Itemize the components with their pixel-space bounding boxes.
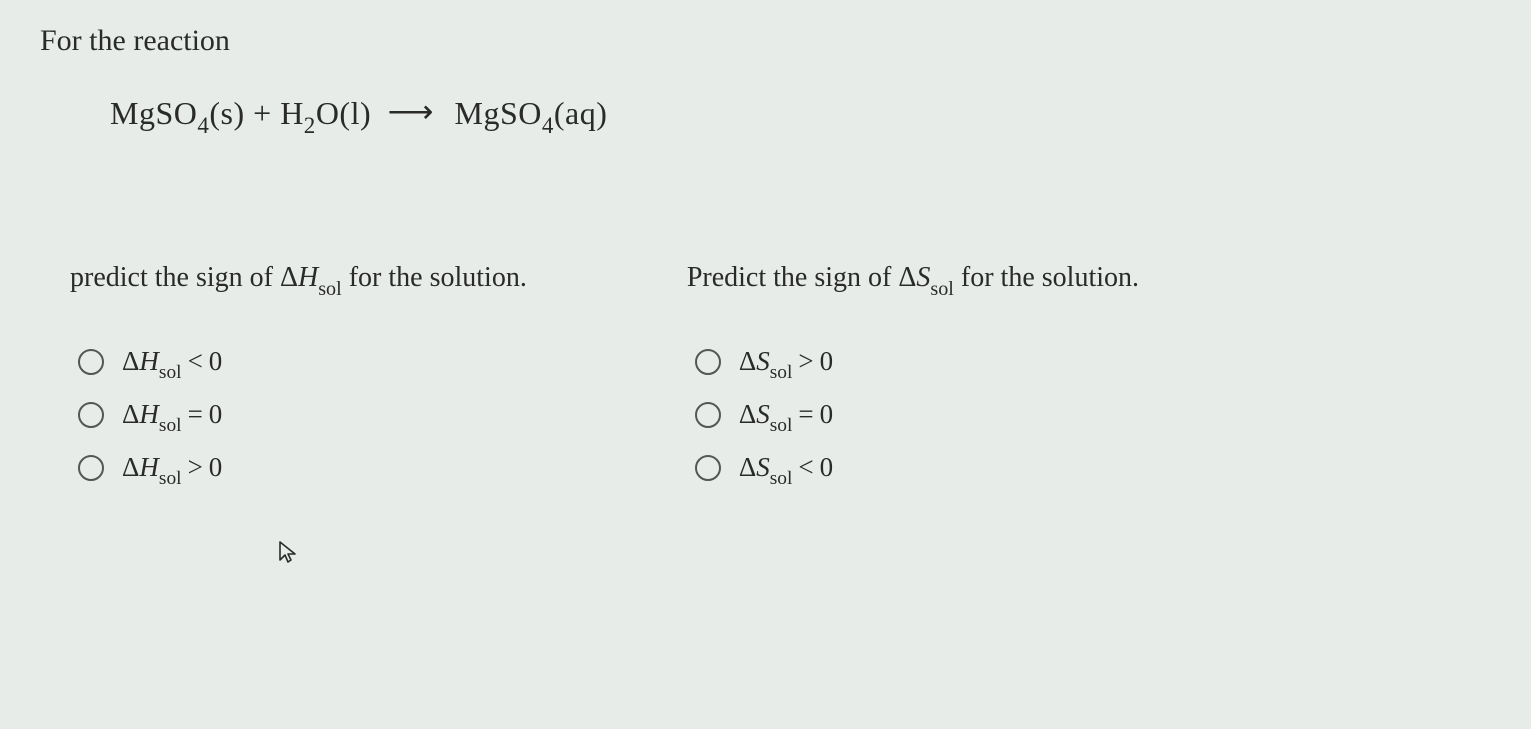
intro-text: For the reaction [40,24,1491,58]
options-enthalpy: ΔHsol<0 ΔHsol=0 ΔHsol>0 [78,346,527,483]
rhs-state: (aq) [554,95,608,131]
rhs-sub: 4 [542,112,554,138]
question-columns: predict the sign of ΔHsol for the soluti… [70,262,1491,483]
option-label: ΔSsol=0 [739,399,833,430]
opt-sub: sol [159,468,182,489]
opt-op: = [798,399,813,429]
prompt-post: for the solution. [342,262,527,293]
prompt-delta: Δ [280,262,298,293]
opt-op: < [188,346,203,376]
lhs-compound: MgSO [110,95,197,131]
cursor-icon [277,540,299,566]
option-label: ΔHsol<0 [122,346,222,377]
prompt-letter: H [298,262,318,293]
opt-letter: H [139,346,159,376]
radio-icon [78,402,104,428]
opt-delta: Δ [739,399,756,429]
opt-letter: H [139,452,159,482]
option-label: ΔHsol=0 [122,399,222,430]
prompt-sub: sol [318,278,342,300]
column-entropy: Predict the sign of ΔSsol for the soluti… [687,262,1139,483]
opt-rhs: 0 [209,399,223,429]
plus-sign: + [245,95,281,131]
water-o: O(l) [316,95,371,131]
opt-letter: S [756,346,770,376]
option-h-gt-0[interactable]: ΔHsol>0 [78,452,527,483]
opt-sub: sol [770,415,793,436]
option-s-gt-0[interactable]: ΔSsol>0 [695,346,1139,377]
prompt-pre: predict the sign of [70,262,280,293]
reaction-arrow: ⟶ [388,92,434,130]
opt-letter: H [139,399,159,429]
prompt-delta: Δ [898,262,916,293]
opt-op: = [188,399,203,429]
option-label: ΔSsol>0 [739,346,833,377]
opt-op: < [798,452,813,482]
opt-letter: S [756,452,770,482]
option-s-eq-0[interactable]: ΔSsol=0 [695,399,1139,430]
options-entropy: ΔSsol>0 ΔSsol=0 ΔSsol<0 [695,346,1139,483]
prompt-letter: S [916,262,930,293]
prompt-pre: Predict the sign of [687,262,899,293]
prompt-enthalpy: predict the sign of ΔHsol for the soluti… [70,262,527,294]
radio-icon [78,455,104,481]
prompt-sub: sol [930,278,954,300]
opt-rhs: 0 [820,399,834,429]
opt-rhs: 0 [820,346,834,376]
water-h: H [280,95,304,131]
opt-sub: sol [159,415,182,436]
rhs-compound: MgSO [455,95,542,131]
opt-rhs: 0 [820,452,834,482]
radio-icon [78,349,104,375]
option-s-lt-0[interactable]: ΔSsol<0 [695,452,1139,483]
radio-icon [695,455,721,481]
opt-sub: sol [159,362,182,383]
opt-delta: Δ [739,346,756,376]
radio-icon [695,402,721,428]
opt-op: > [798,346,813,376]
opt-rhs: 0 [209,346,223,376]
radio-icon [695,349,721,375]
option-h-lt-0[interactable]: ΔHsol<0 [78,346,527,377]
opt-delta: Δ [122,346,139,376]
opt-delta: Δ [122,399,139,429]
opt-delta: Δ [122,452,139,482]
opt-sub: sol [770,362,793,383]
prompt-entropy: Predict the sign of ΔSsol for the soluti… [687,262,1139,294]
column-enthalpy: predict the sign of ΔHsol for the soluti… [70,262,527,483]
opt-sub: sol [770,468,793,489]
lhs-sub: 4 [197,112,209,138]
water-sub: 2 [304,112,316,138]
reaction-equation: MgSO4(s) + H2O(l) ⟶ MgSO4(aq) [110,94,1491,132]
question-page: For the reaction MgSO4(s) + H2O(l) ⟶ MgS… [0,0,1531,729]
opt-delta: Δ [739,452,756,482]
opt-op: > [188,452,203,482]
option-label: ΔHsol>0 [122,452,222,483]
lhs-state: (s) [209,95,244,131]
prompt-post: for the solution. [954,262,1139,293]
option-label: ΔSsol<0 [739,452,833,483]
opt-letter: S [756,399,770,429]
option-h-eq-0[interactable]: ΔHsol=0 [78,399,527,430]
opt-rhs: 0 [209,452,223,482]
